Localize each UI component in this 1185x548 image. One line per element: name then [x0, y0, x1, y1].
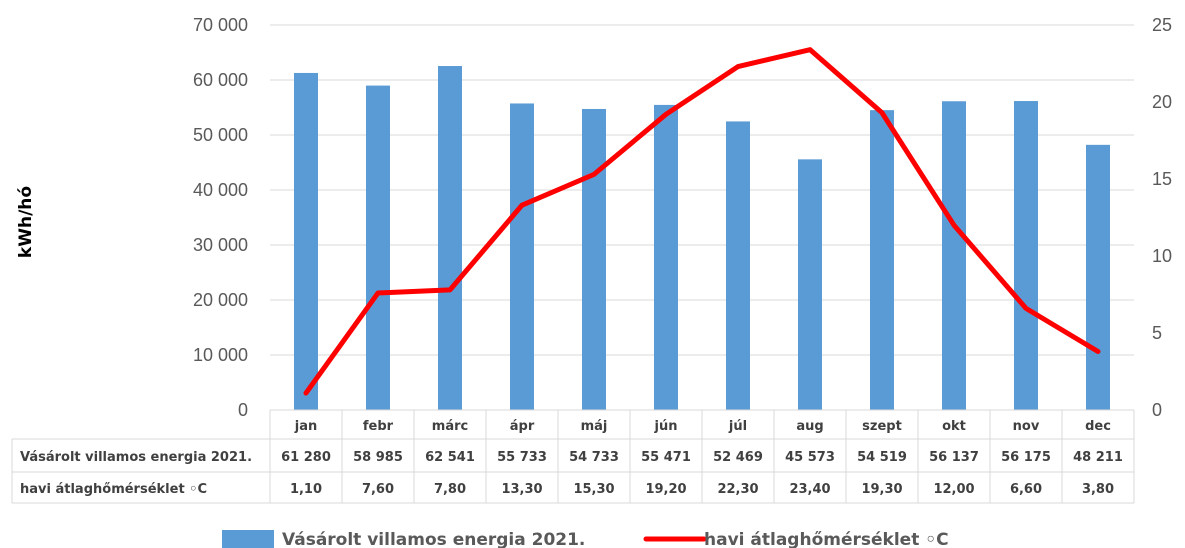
category-label: dec	[1085, 419, 1111, 434]
legend-label-bar: Vásárolt villamos energia 2021.	[282, 530, 585, 548]
table-cell: 23,40	[789, 482, 830, 497]
bar-júl	[726, 121, 750, 410]
table-cell: 55 733	[497, 450, 547, 465]
bar-febr	[366, 85, 390, 411]
category-label: jan	[294, 419, 317, 434]
table-cell: 1,10	[290, 482, 322, 497]
legend-label-line: havi átlaghőmérséklet ◦C	[704, 530, 949, 548]
legend-bar-swatch	[222, 530, 274, 548]
y-axis-label: kWh/hó	[16, 186, 36, 258]
table-cell: 15,30	[573, 482, 614, 497]
category-label: okt	[942, 419, 966, 434]
table-cell: 56 175	[1001, 450, 1051, 465]
table-cell: 48 211	[1073, 450, 1123, 465]
bar-márc	[438, 66, 462, 410]
table-cell: 61 280	[281, 450, 331, 465]
table-cell: 6,60	[1010, 482, 1042, 497]
y2-tick-label: 5	[1152, 323, 1162, 343]
table-cell: 45 573	[785, 450, 835, 465]
temperature-line	[303, 47, 1101, 396]
table-cell: 62 541	[425, 450, 475, 465]
bar-nov	[1014, 101, 1038, 410]
table-cell: 55 471	[641, 450, 691, 465]
table-cell: 54 519	[857, 450, 907, 465]
bar-jún	[654, 104, 678, 411]
table-cell: 56 137	[929, 450, 979, 465]
table-cell: 22,30	[717, 482, 758, 497]
y-tick-label: 30 000	[193, 235, 248, 255]
y2-tick-label: 25	[1152, 15, 1172, 35]
bar-máj	[582, 108, 606, 410]
y-tick-label: 50 000	[193, 125, 248, 145]
bar-aug	[798, 159, 822, 410]
category-label: febr	[363, 419, 394, 434]
y2-tick-label: 20	[1152, 92, 1172, 112]
gridlines	[270, 24, 1134, 356]
category-label: júl	[728, 419, 747, 434]
bar-szept	[870, 110, 894, 410]
y-tick-label: 10 000	[193, 345, 248, 365]
y2-tick-label: 0	[1152, 400, 1162, 420]
table-cell: 19,20	[645, 482, 686, 497]
line-series	[303, 47, 1101, 396]
bar-dec	[1086, 144, 1110, 411]
y-tick-label: 60 000	[193, 70, 248, 90]
bar-okt	[942, 101, 966, 411]
y-tick-label: 20 000	[193, 290, 248, 310]
bar-ápr	[510, 103, 534, 410]
category-label: szept	[862, 419, 902, 434]
category-label: márc	[432, 419, 468, 434]
category-label: nov	[1013, 419, 1040, 434]
right-axis-ticks: 0 5 10 15 20 25	[1152, 15, 1172, 420]
bar-series	[294, 66, 1110, 411]
table-cell: 12,00	[933, 482, 974, 497]
table-cell: 7,80	[434, 482, 466, 497]
left-axis-ticks: 0 10 000 20 000 30 000 40 000 50 000 60 000 70 …	[193, 15, 248, 420]
table-row-header: Vásárolt villamos energia 2021.	[20, 450, 252, 465]
table-cell: 3,80	[1082, 482, 1114, 497]
table-cell: 52 469	[713, 450, 763, 465]
data-table: jan febr márc ápr máj jún júl aug szept okt nov dec…	[11, 409, 1135, 504]
table-cell: 13,30	[501, 482, 542, 497]
y2-tick-label: 15	[1152, 169, 1172, 189]
category-label: jún	[654, 419, 678, 434]
y-tick-label: 70 000	[193, 15, 248, 35]
legend: Vásárolt villamos energia 2021. havi átla…	[222, 530, 949, 548]
y-tick-label: 0	[238, 400, 248, 420]
category-label: máj	[581, 419, 608, 434]
table-cell: 19,30	[861, 482, 902, 497]
table-cell: 58 985	[353, 450, 403, 465]
table-cell: 7,60	[362, 482, 394, 497]
table-row-header: havi átlaghőmérséklet ◦C	[20, 482, 207, 497]
y2-tick-label: 10	[1152, 246, 1172, 266]
category-label: ápr	[510, 419, 535, 434]
bar-jan	[294, 72, 318, 411]
y-tick-label: 40 000	[193, 180, 248, 200]
category-label: aug	[796, 419, 823, 434]
table-cell: 54 733	[569, 450, 619, 465]
